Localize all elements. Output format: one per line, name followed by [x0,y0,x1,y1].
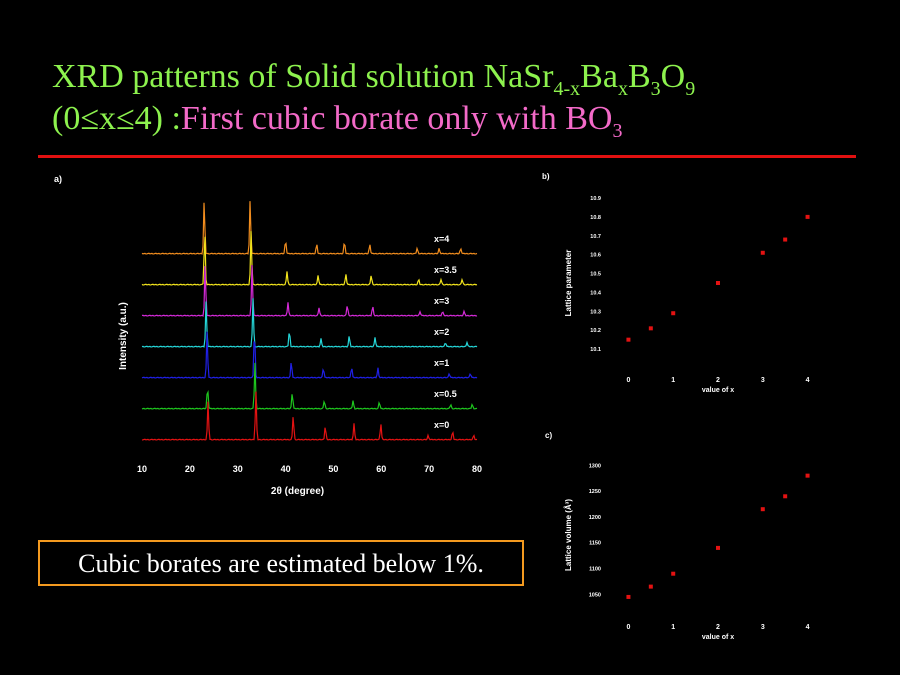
slide-title: XRD patterns of Solid solution NaSr4-xBa… [52,56,872,142]
y-tick-label: 1050 [589,592,601,598]
title-highlight: First cubic borate only with BO [180,100,613,137]
x-tick-label: 20 [185,464,195,474]
data-point [716,281,720,285]
x-tick-label: 4 [806,624,810,631]
y-tick-label: 10.1 [590,347,601,353]
data-point [671,571,676,576]
data-point [716,545,720,550]
x-tick-label: 2 [716,624,720,631]
y-axis-label: Lattice parameter [564,250,573,317]
y-tick-label: 10.9 [590,196,601,202]
xrd-series-line [141,391,478,441]
estimate-note: Cubic borates are estimated below 1%. [38,540,524,586]
title-line-1: XRD patterns of Solid solution NaSr4-xBa… [52,56,872,100]
x-tick-label: 40 [281,464,291,474]
y-tick-label: 1300 [589,463,601,469]
xrd-series-line [141,298,478,348]
data-point [783,494,788,499]
data-point [760,250,765,255]
title-line-2: (0≤x≤4) :First cubic borate only with BO… [52,98,872,142]
x-tick-label: 1 [671,377,675,384]
series-label: x=0 [434,420,449,430]
xrd-series-line [141,231,478,286]
title-divider [38,155,856,158]
x-tick-label: 80 [472,464,482,474]
y-axis-label: Intensity (a.u.) [118,302,129,370]
xrd-series-line [141,201,478,255]
title-subscript: 3 [612,120,623,142]
x-axis-label: value of x [702,634,734,641]
y-tick-label: 10.3 [590,309,601,315]
x-tick-label: 3 [761,624,765,631]
series-label: x=2 [434,327,449,337]
data-point [805,473,810,478]
title-subscript: 4-x [553,78,581,100]
title-subscript: x [617,78,628,100]
y-tick-label: 10.2 [590,328,601,334]
title-text: (0≤x≤4) : [52,100,181,137]
data-point [760,507,765,512]
panel-label: a) [54,174,62,184]
x-tick-label: 2 [716,377,720,384]
xrd-series-line [141,265,478,317]
y-tick-label: 10.7 [590,234,601,240]
title-text: XRD patterns of Solid solution NaSr [52,58,554,95]
x-tick-label: 4 [806,377,810,384]
x-axis-label: 2θ (degree) [271,486,324,497]
x-axis-label: value of x [702,387,734,394]
data-point [671,311,676,316]
y-tick-label: 1100 [589,567,601,573]
series-label: x=0.5 [434,389,457,399]
y-tick-label: 1200 [589,515,601,521]
series-label: x=4 [434,234,449,244]
title-text: Ba [580,58,618,95]
x-tick-label: 0 [626,377,630,384]
data-point [626,337,631,342]
lattice-parameter-chart: b) 10.1 10.2 10.3 10.4 10.5 10.6 10.7 10.8 10.9 0 1… [542,172,810,394]
data-point [805,214,810,219]
y-tick-label: 10.8 [590,215,601,221]
panel-label: b) [542,172,550,181]
x-tick-label: 10 [137,464,147,474]
xrd-series-line [141,331,478,379]
y-tick-label: 1150 [589,541,601,547]
data-point [783,237,788,242]
data-point [626,594,631,599]
y-tick-label: 10.6 [590,253,601,259]
series-label: x=3.5 [434,265,457,275]
x-tick-label: 60 [376,464,386,474]
x-tick-label: 50 [328,464,338,474]
y-tick-label: 10.4 [590,290,602,296]
title-text: B [627,58,651,95]
data-point [648,584,653,589]
data-point [648,326,653,331]
x-tick-label: 70 [424,464,434,474]
y-tick-label: 10.5 [590,272,601,278]
x-tick-label: 0 [626,624,630,631]
y-axis-label: Lattice volume (Å³) [564,499,573,571]
y-tick-label: 1250 [589,489,601,495]
series-label: x=3 [434,296,449,306]
lattice-volume-chart: c) 1050 1100 1150 1200 1250 1300 0 1 2 3 4 value of … [545,431,810,641]
x-tick-label: 1 [671,624,675,631]
x-tick-label: 3 [761,377,765,384]
panel-label: c) [545,431,552,440]
xrd-series-line [141,362,478,410]
xrd-chart: a) x=4 x=3.5 x=3 x=2 x=1 x=0.5 x=0 10 20 30 40 50 60 7… [54,174,482,497]
title-text: O [660,58,686,95]
series-label: x=1 [434,358,449,368]
title-subscript: 3 [650,78,661,100]
x-tick-label: 30 [233,464,243,474]
title-subscript: 9 [685,78,696,100]
